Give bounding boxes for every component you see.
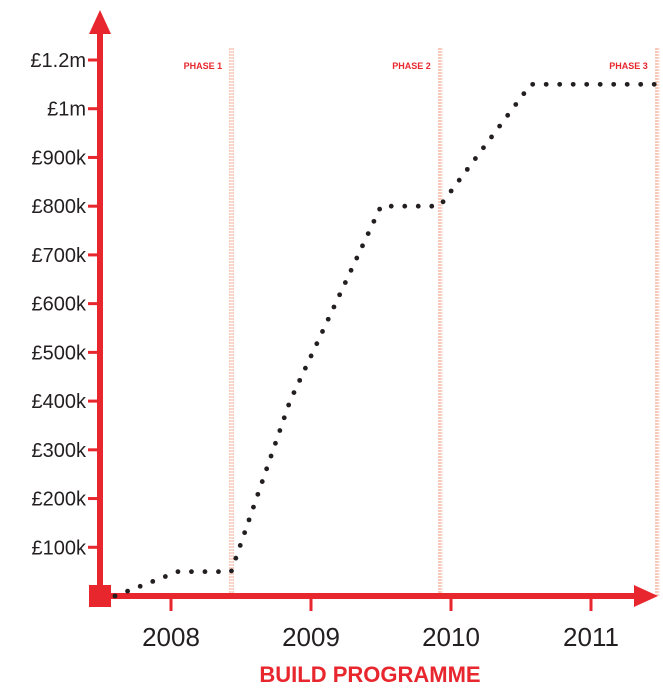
data-point-dot	[651, 81, 657, 87]
data-point-dot	[291, 390, 297, 396]
data-point-dot	[456, 177, 462, 183]
data-point-dot	[365, 231, 371, 236]
data-point-dot	[624, 81, 630, 87]
data-point-dot	[489, 134, 494, 140]
data-point-dot	[521, 91, 527, 97]
data-point-dot	[448, 188, 454, 194]
data-point-dot	[331, 304, 337, 310]
x-axis-title: BUILD PROGRAMME	[259, 662, 480, 687]
phase-markers: PHASE 1 PHASE 2 PHASE 3	[184, 48, 660, 596]
x-tick-label: 2008	[142, 622, 200, 652]
tick-labels: £100k £200k £300k £400k £500k £600k £700k £800k…	[30, 50, 619, 652]
data-point-dot	[472, 156, 478, 161]
phase-label: PHASE 3	[609, 61, 648, 71]
data-point-dot	[464, 166, 470, 172]
y-tick-label: £100k	[32, 537, 87, 559]
axes	[88, 10, 658, 611]
data-point-dot	[268, 453, 274, 459]
data-point-dot	[611, 81, 617, 87]
data-point-dot	[570, 81, 576, 87]
data-point-dot	[264, 466, 270, 472]
data-point-dot	[638, 81, 644, 87]
data-point-dot	[481, 145, 486, 151]
data-point-dot	[233, 555, 239, 561]
data-point-dot	[216, 569, 221, 575]
data-point-dot	[308, 353, 314, 359]
x-tick-label: 2011	[563, 622, 619, 652]
y-tick-label: £600k	[32, 294, 87, 316]
y-tick-label: £1m	[47, 99, 86, 121]
y-tick-label: £1.2m	[30, 50, 86, 72]
data-point-dot	[557, 81, 563, 87]
data-point-dot	[354, 255, 360, 261]
data-point-dot	[320, 329, 325, 334]
phase-marker: PHASE 1	[184, 48, 234, 596]
data-point-dot	[337, 292, 343, 298]
y-axis-arrow	[89, 10, 111, 34]
data-point-dot	[348, 267, 354, 273]
data-point-dot	[255, 491, 261, 497]
data-point-dot	[402, 203, 408, 209]
series-line	[112, 81, 657, 599]
data-point-dot	[342, 280, 348, 285]
data-point-dot	[175, 569, 181, 575]
data-point-dot	[505, 112, 511, 118]
data-point-dot	[281, 415, 287, 421]
data-point-dot	[259, 479, 265, 484]
data-point-dot	[429, 203, 435, 209]
y-tick-label: £700k	[32, 245, 87, 267]
data-point-dot	[277, 428, 283, 433]
data-point-dot	[246, 517, 252, 523]
data-point-dot	[189, 569, 194, 575]
data-point-dot	[150, 578, 156, 584]
data-point-dot	[273, 440, 278, 446]
data-point-dot	[314, 341, 320, 347]
data-point-dot	[112, 593, 118, 599]
y-tick-label: £500k	[32, 342, 87, 364]
y-tick-label: £300k	[32, 440, 87, 462]
data-point-dot	[415, 203, 421, 209]
phase-marker: PHASE 2	[392, 48, 443, 596]
data-point-dot	[440, 199, 446, 205]
data-point-dot	[530, 81, 536, 87]
data-point-dot	[202, 569, 208, 575]
data-point-dot	[360, 243, 365, 249]
data-point-dot	[237, 542, 243, 548]
data-point-dot	[371, 218, 377, 224]
x-tick-label: 2009	[282, 622, 340, 652]
phase-marker: PHASE 3	[609, 48, 660, 596]
phase-label: PHASE 1	[184, 61, 223, 71]
data-point-dot	[251, 504, 256, 510]
data-point-dot	[302, 365, 308, 371]
data-point-dot	[242, 530, 248, 536]
data-point-dot	[137, 583, 143, 589]
phase-label: PHASE 2	[392, 61, 431, 71]
data-point-dot	[377, 206, 383, 212]
data-point-dot	[513, 102, 519, 107]
data-point-dot	[162, 574, 168, 579]
y-tick-label: £200k	[32, 489, 87, 511]
y-tick-label: £800k	[32, 196, 87, 218]
y-tick-label: £400k	[32, 391, 87, 413]
x-axis-arrow	[634, 585, 658, 607]
data-point-dot	[297, 377, 303, 383]
data-point-dot	[229, 568, 234, 574]
data-point-dot	[543, 81, 549, 87]
data-point-dot	[497, 123, 503, 129]
data-series	[112, 81, 657, 599]
data-point-dot	[388, 203, 394, 209]
y-tick-label: £900k	[32, 147, 87, 169]
data-point-dot	[584, 81, 590, 87]
data-point-dot	[125, 588, 130, 594]
data-point-dot	[325, 316, 331, 322]
data-point-dot	[597, 81, 603, 87]
x-tick-label: 2010	[422, 622, 480, 652]
origin-marker	[89, 585, 111, 607]
data-point-dot	[286, 402, 292, 408]
